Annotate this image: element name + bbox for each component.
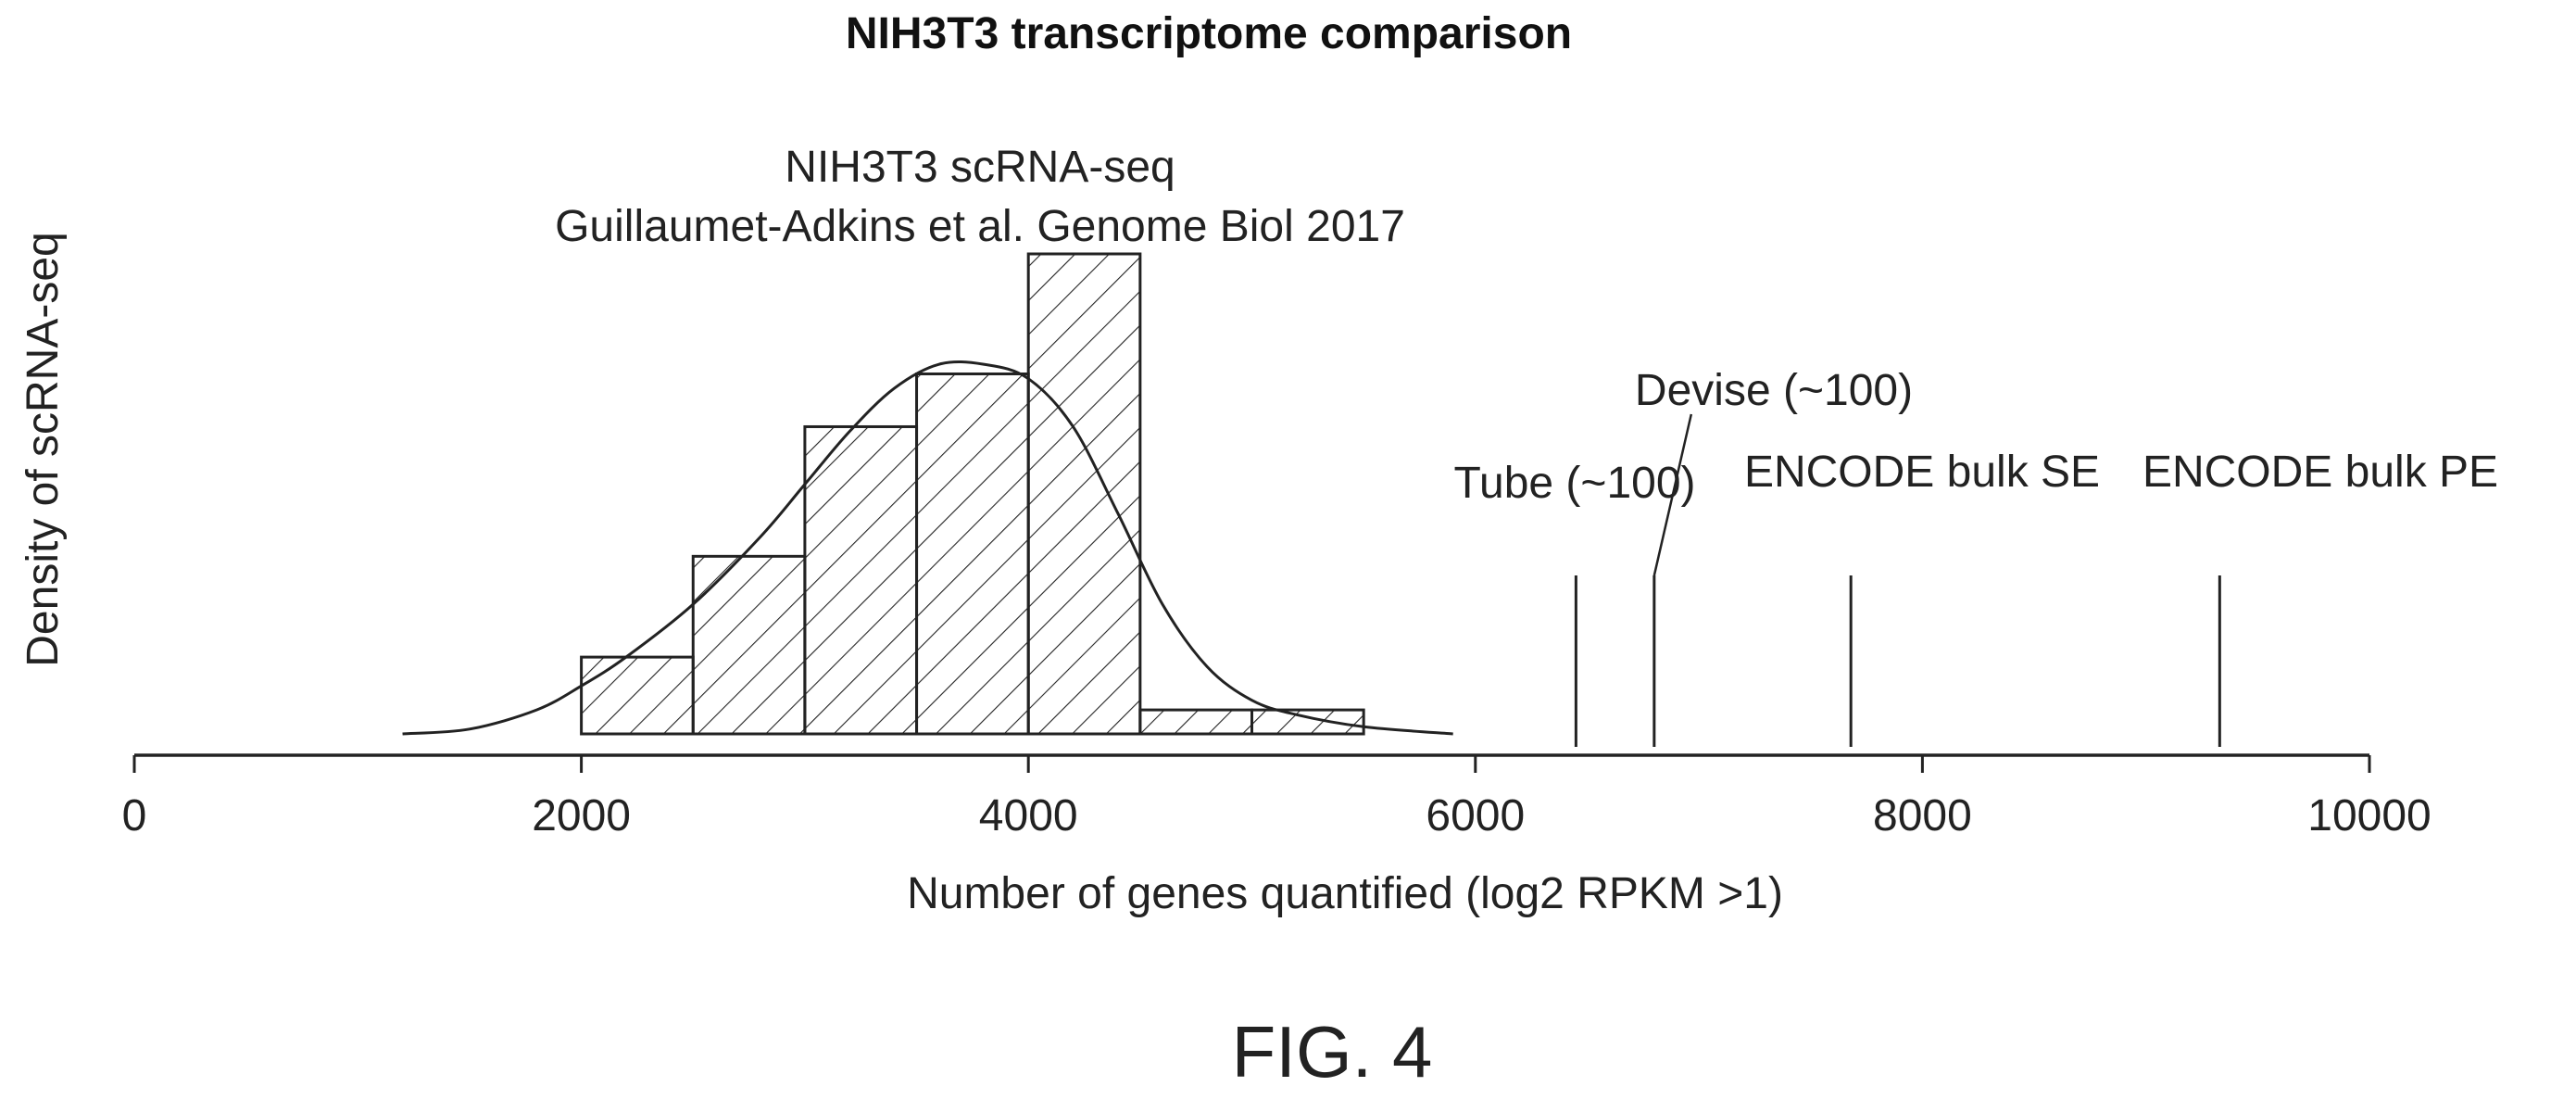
reference-label-2: Devise (~100) — [1635, 366, 1913, 415]
chart-title: NIH3T3 transcriptome comparison — [846, 9, 1572, 58]
histogram-bar-1 — [580, 655, 695, 736]
reference-label-1: Tube (~100) — [1453, 459, 1695, 508]
x-tick-label-0: 0 — [122, 791, 147, 840]
devise-leader-line — [1652, 413, 1693, 576]
x-tick-label-4000: 4000 — [979, 791, 1078, 840]
density-curve-group — [402, 360, 1453, 736]
reference-label-4: ENCODE bulk PE — [2142, 448, 2498, 497]
histogram-bar-7 — [1250, 708, 1365, 736]
histogram-bar-5 — [1026, 252, 1142, 736]
x-axis-label: Number of genes quantified (log2 RPKM >1… — [907, 869, 1783, 918]
histogram-bar-2 — [691, 554, 807, 736]
x-tick-label-2000: 2000 — [532, 791, 631, 840]
histogram-bars — [580, 252, 1365, 736]
density-curve — [402, 360, 1453, 736]
x-tick-label-10000: 10000 — [2307, 791, 2431, 840]
x-axis: 0 2000 4000 6000 8000 10000 — [122, 753, 2431, 840]
x-tick-label-8000: 8000 — [1873, 791, 1972, 840]
histogram-annotation-line-2: Guillaumet-Adkins et al. Genome Biol 201… — [555, 202, 1405, 251]
reference-lines: Tube (~100) Devise (~100) ENCODE bulk SE EN… — [1453, 366, 2498, 747]
figure-label: FIG. 4 — [1232, 1011, 1433, 1093]
x-tick-label-6000: 6000 — [1426, 791, 1525, 840]
histogram-bar-6 — [1138, 708, 1253, 736]
y-axis-label: Density of scRNA-seq — [19, 232, 68, 666]
reference-label-3: ENCODE bulk SE — [1744, 448, 2100, 497]
histogram-bar-3 — [803, 424, 919, 736]
histogram-annotation-line-1: NIH3T3 scRNA-seq — [785, 143, 1175, 192]
histogram-bar-4 — [915, 373, 1030, 736]
